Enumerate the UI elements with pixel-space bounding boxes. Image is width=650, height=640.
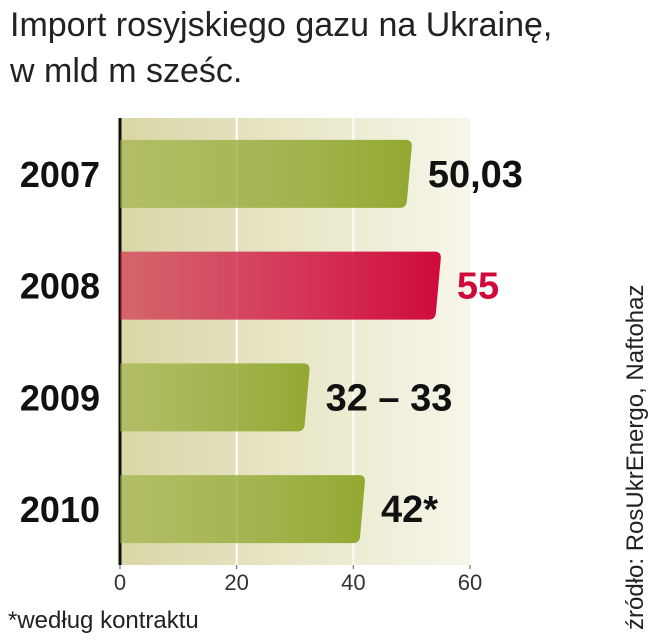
y-tick-label: 2010 — [20, 489, 100, 530]
value-label: 32 – 33 — [326, 377, 453, 419]
chart-title: Import rosyjskiego gazu na Ukrainę, — [10, 6, 552, 44]
bar — [120, 139, 412, 208]
source: źródło: RosUkrEnergo, Naftohaz — [622, 285, 649, 631]
bar — [120, 475, 365, 544]
value-label: 50,03 — [428, 154, 523, 196]
x-tick-label: 0 — [114, 570, 126, 595]
x-tick-label: 60 — [458, 570, 482, 595]
bar — [120, 251, 441, 320]
x-tick-label: 40 — [341, 570, 365, 595]
chart-subtitle: w mld m sześc. — [9, 52, 242, 90]
value-label: 55 — [457, 266, 499, 308]
y-tick-label: 2009 — [20, 377, 100, 418]
footnote: *według kontraktu — [8, 607, 199, 634]
y-tick-label: 2008 — [20, 266, 100, 307]
y-tick-label: 2007 — [20, 154, 100, 195]
value-label: 42* — [381, 489, 438, 531]
bar — [120, 363, 310, 432]
x-tick-label: 20 — [224, 570, 248, 595]
